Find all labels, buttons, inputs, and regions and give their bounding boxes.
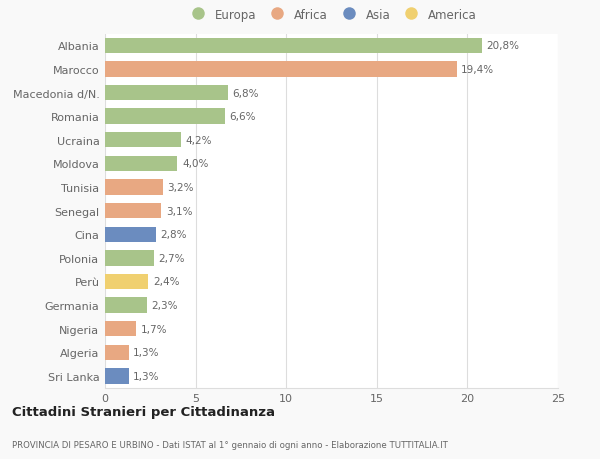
Text: 2,7%: 2,7% xyxy=(158,253,185,263)
Text: 2,8%: 2,8% xyxy=(160,230,187,240)
Bar xyxy=(105,39,482,54)
Bar xyxy=(105,203,161,219)
Bar xyxy=(105,133,181,148)
Text: 6,6%: 6,6% xyxy=(229,112,256,122)
Text: 3,1%: 3,1% xyxy=(166,206,192,216)
Text: 2,3%: 2,3% xyxy=(151,300,178,310)
Bar xyxy=(105,86,228,101)
Text: PROVINCIA DI PESARO E URBINO - Dati ISTAT al 1° gennaio di ogni anno - Elaborazi: PROVINCIA DI PESARO E URBINO - Dati ISTA… xyxy=(12,441,448,449)
Legend: Europa, Africa, Asia, America: Europa, Africa, Asia, America xyxy=(186,9,477,22)
Text: 19,4%: 19,4% xyxy=(461,65,494,75)
Bar xyxy=(105,369,128,384)
Bar xyxy=(105,321,136,336)
Text: 6,8%: 6,8% xyxy=(233,88,259,98)
Bar xyxy=(105,227,156,242)
Bar xyxy=(105,109,224,124)
Bar xyxy=(105,298,146,313)
Bar xyxy=(105,345,128,360)
Text: 1,7%: 1,7% xyxy=(140,324,167,334)
Text: 1,3%: 1,3% xyxy=(133,371,160,381)
Text: 3,2%: 3,2% xyxy=(167,183,194,193)
Text: 4,0%: 4,0% xyxy=(182,159,208,169)
Text: 2,4%: 2,4% xyxy=(153,277,179,287)
Text: 1,3%: 1,3% xyxy=(133,347,160,358)
Bar xyxy=(105,62,457,78)
Bar xyxy=(105,180,163,195)
Text: 20,8%: 20,8% xyxy=(487,41,520,51)
Bar xyxy=(105,157,178,172)
Bar xyxy=(105,274,148,290)
Text: 4,2%: 4,2% xyxy=(185,135,212,146)
Bar xyxy=(105,251,154,266)
Text: Cittadini Stranieri per Cittadinanza: Cittadini Stranieri per Cittadinanza xyxy=(12,405,275,419)
